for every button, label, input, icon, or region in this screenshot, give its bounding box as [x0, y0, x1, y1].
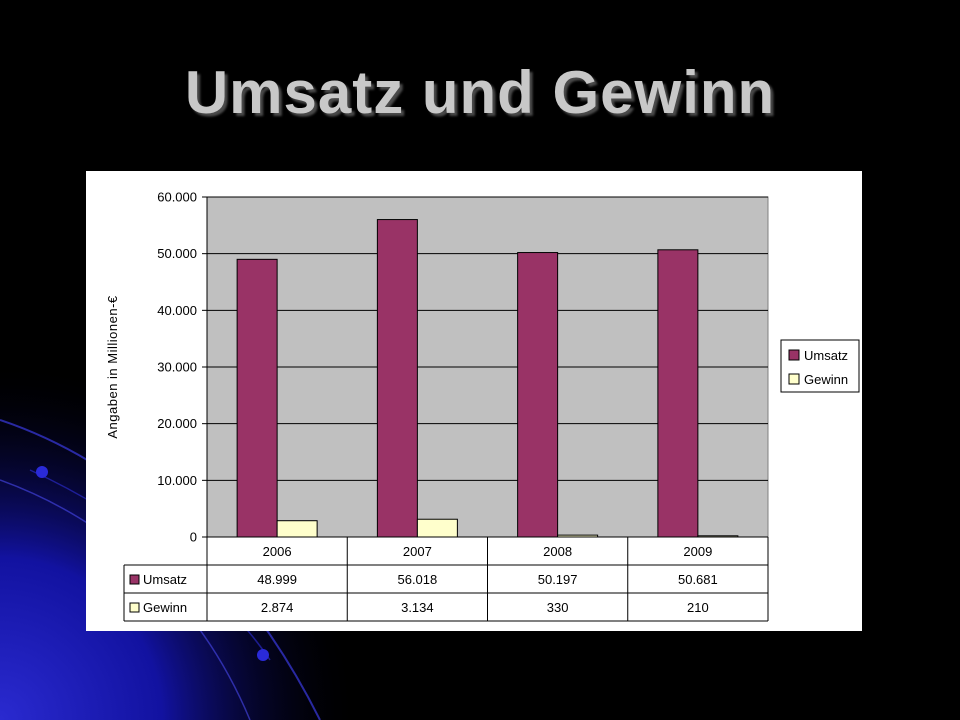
table-cell-gewinn-2009: 210: [687, 600, 709, 615]
bar-gewinn-2007: [416, 518, 458, 538]
bar-umsatz-2009: [657, 249, 699, 538]
legend-swatch-umsatz: [788, 349, 800, 361]
legend-swatch-gewinn: [788, 373, 800, 385]
y-tick-label: 10.000: [157, 473, 197, 488]
legend-label-umsatz: Umsatz: [804, 348, 848, 363]
bar-chart: 0 10.000 20.000 30.000 40.000 50.000 60.000 Ang…: [105, 190, 860, 622]
table-cell-gewinn-2006: 2.874: [261, 600, 294, 615]
table-row-label-gewinn: Gewinn: [143, 600, 187, 615]
legend-label-gewinn: Gewinn: [804, 372, 848, 387]
table-header-2007: 2007: [403, 544, 432, 559]
table-cell-umsatz-2006: 48.999: [257, 572, 297, 587]
y-tick-label: 50.000: [157, 246, 197, 261]
bar-gewinn-2006: [276, 520, 318, 538]
y-tick-label: 20.000: [157, 416, 197, 431]
y-axis-title: Angaben in Millionen-€: [105, 295, 120, 439]
table-cell-gewinn-2008: 330: [547, 600, 569, 615]
table-row-label-umsatz: Umsatz: [143, 572, 187, 587]
decorative-dot: [257, 649, 269, 661]
y-tick-label: 60.000: [157, 190, 197, 205]
chart-frame: 0 10.000 20.000 30.000 40.000 50.000 60.000 Ang…: [86, 171, 862, 631]
y-tick-label: 0: [190, 530, 197, 545]
bar-umsatz-2008: [517, 252, 559, 538]
bar-umsatz-2006: [236, 258, 278, 538]
slide-title: Umsatz und Gewinn: [184, 59, 776, 126]
table-key-swatch-umsatz: [129, 574, 140, 585]
table-header-2008: 2008: [543, 544, 572, 559]
table-cell-umsatz-2009: 50.681: [678, 572, 718, 587]
y-tick-label: 30.000: [157, 360, 197, 375]
y-tick-label: 40.000: [157, 303, 197, 318]
bar-umsatz-2007: [376, 219, 418, 538]
table-cell-umsatz-2007: 56.018: [397, 572, 437, 587]
table-header-2009: 2009: [683, 544, 712, 559]
decorative-dot: [36, 466, 48, 478]
table-key-swatch-gewinn: [129, 602, 140, 613]
table-header-2006: 2006: [263, 544, 292, 559]
table-cell-gewinn-2007: 3.134: [401, 600, 434, 615]
table-cell-umsatz-2008: 50.197: [538, 572, 578, 587]
